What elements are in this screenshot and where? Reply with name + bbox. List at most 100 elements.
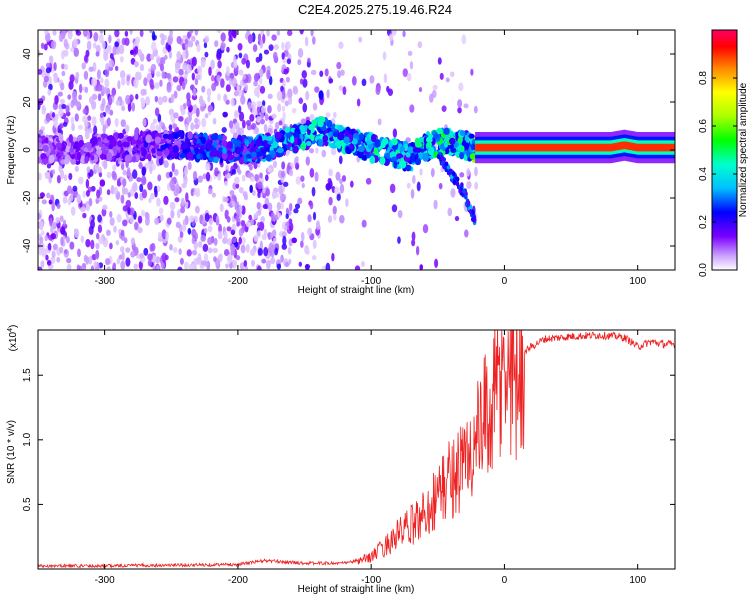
spectrogram-cell <box>137 71 142 81</box>
spectrogram-cell <box>120 76 125 86</box>
spectrogram-cell <box>117 140 123 148</box>
spectrogram-cell <box>90 185 96 192</box>
spectrogram-cell <box>326 119 333 129</box>
spectrogram-cell <box>249 164 253 171</box>
spectrogram-cell <box>54 113 59 122</box>
spectrogram-cell <box>129 30 134 35</box>
spectrogram-cell <box>360 261 365 268</box>
spectrogram-cell <box>257 248 263 256</box>
spectrogram-cell <box>412 147 418 153</box>
spectrogram-cell <box>328 196 333 206</box>
spectrogram-cell <box>131 102 136 112</box>
spectrogram-cell <box>187 227 192 235</box>
colorbar-tick-label: 0.6 <box>698 119 709 133</box>
spectrogram-cell <box>63 158 70 165</box>
spectrogram-cell <box>200 58 206 68</box>
page-title: C2E4.2025.275.19.46.R24 <box>298 2 452 17</box>
spectrogram-cell <box>433 199 438 210</box>
spectrogram-cell <box>237 43 243 51</box>
spectrogram-cell <box>131 155 137 163</box>
spectrogram-cell <box>236 84 240 91</box>
spectrogram-cell <box>145 96 151 106</box>
spectrogram-cell <box>225 263 229 269</box>
spectrogram-cell <box>78 176 84 185</box>
spectrogram-cell <box>78 94 82 101</box>
spectrogram-cell <box>52 243 58 251</box>
spectrogram-cell <box>274 121 280 130</box>
spectrogram-cell <box>176 51 181 59</box>
spectrogram-cell <box>459 172 465 178</box>
spectrogram-cell <box>59 215 64 222</box>
spectrogram-cell <box>192 87 197 97</box>
spectrogram-cell <box>432 84 438 90</box>
spectrogram-cell <box>90 154 95 161</box>
spectrogram-cell <box>63 174 68 182</box>
spectrogram-cell <box>204 35 210 43</box>
spectrogram-cell <box>90 239 95 250</box>
spectrogram-x-tick-label: 100 <box>629 276 646 287</box>
spectrogram-cell <box>438 182 443 190</box>
spectrogram-cell <box>88 66 94 72</box>
spectrogram-cell <box>305 249 310 255</box>
spectrogram-cell <box>96 149 103 156</box>
spectrogram-cell <box>197 240 203 248</box>
spectrogram-cell <box>124 141 130 148</box>
spectrogram-cell <box>257 209 262 215</box>
spectrogram-cell <box>221 127 227 133</box>
spectrogram-cell <box>134 221 139 231</box>
spectrogram-cell <box>337 132 344 141</box>
spectrogram-cell <box>147 181 153 191</box>
spectrogram-cell <box>121 185 126 196</box>
spectrogram-cell <box>144 216 150 226</box>
spectrogram-cell <box>416 181 421 192</box>
spectrogram-cell <box>331 124 336 133</box>
spectrogram-cell <box>397 210 403 219</box>
spectrogram-cell <box>410 141 415 148</box>
spectrogram-cell <box>203 227 208 234</box>
spectrogram-y-tick-label: 40 <box>22 48 33 60</box>
spectrogram-cell <box>249 184 253 193</box>
spectrogram-cell <box>158 231 162 240</box>
spectrogram-cell <box>157 174 162 182</box>
spectrogram-cell <box>200 99 206 107</box>
spectrogram-cell <box>468 133 475 139</box>
spectrogram-cell <box>266 30 270 37</box>
spectrogram-cell <box>237 89 243 97</box>
spectrogram-cell <box>458 82 464 92</box>
spectrogram-cell <box>101 40 106 49</box>
spectrogram-cell <box>96 232 100 240</box>
spectrogram-cell <box>356 98 361 107</box>
spectrogram-cell <box>117 80 121 90</box>
spectrogram-cell <box>88 225 94 236</box>
spectrogram-cell <box>180 197 185 207</box>
spectrogram-cell <box>179 231 184 238</box>
spectrogram-cell <box>51 250 56 259</box>
spectrogram-cell <box>52 30 57 36</box>
spectrogram-cell <box>173 168 179 176</box>
spectrogram-cell <box>285 76 290 83</box>
spectrogram-cell <box>38 101 41 111</box>
spectrogram-cell <box>253 234 259 242</box>
spectrogram-cell <box>292 86 299 95</box>
spectrogram-cell <box>172 145 179 154</box>
spectrogram-cell <box>263 49 270 55</box>
spectrogram-cell <box>322 135 329 143</box>
spectrogram-cell <box>445 77 450 83</box>
spectrogram-cell <box>86 166 91 173</box>
spectrogram-cell <box>299 78 304 85</box>
spectrogram-cell <box>169 30 174 37</box>
spectrogram-cell <box>417 41 423 49</box>
spectrogram-cell <box>337 124 344 132</box>
spectrogram-cell <box>91 77 97 87</box>
spectrogram-cell <box>209 151 215 158</box>
spectrogram-cell <box>62 219 67 226</box>
spectrogram-cell <box>76 151 82 161</box>
spectrogram-cell <box>112 262 117 268</box>
spectrogram-cell <box>43 43 48 51</box>
spectrogram-cell <box>206 151 211 158</box>
spectrogram-cell <box>257 135 263 144</box>
spectrogram-cell <box>282 79 286 88</box>
spectrogram-cell <box>140 175 147 186</box>
spectrogram-cell <box>144 211 149 219</box>
spectrogram-cell <box>147 162 151 168</box>
